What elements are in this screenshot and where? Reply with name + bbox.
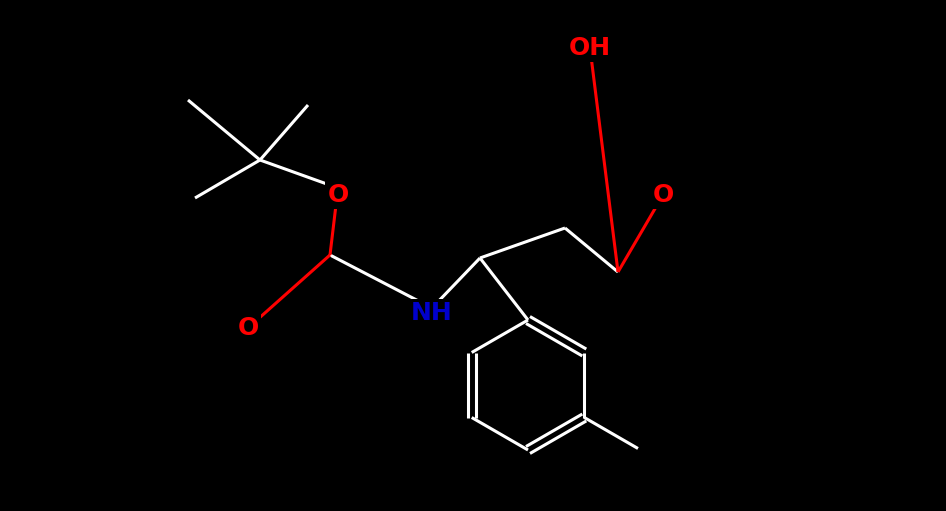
- Text: O: O: [653, 183, 674, 207]
- Text: O: O: [327, 183, 349, 207]
- Text: NH: NH: [412, 301, 453, 325]
- Text: O: O: [237, 316, 258, 340]
- Text: OH: OH: [569, 36, 611, 60]
